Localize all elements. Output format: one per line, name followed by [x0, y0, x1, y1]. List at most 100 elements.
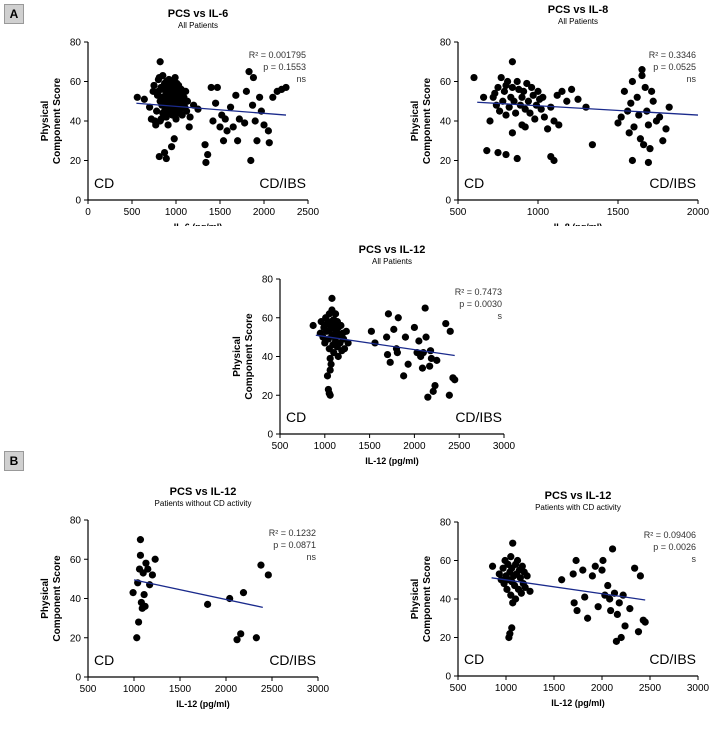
data-point: [269, 93, 277, 101]
data-point: [223, 127, 231, 135]
group-label-cd: CD: [94, 175, 114, 191]
x-tick-label: 2000: [687, 207, 710, 218]
group-label-cd: CD: [94, 652, 114, 668]
x-tick-label: 2000: [591, 683, 614, 694]
data-point: [494, 149, 502, 157]
data-point: [162, 154, 170, 163]
x-tick-label: 3000: [687, 683, 710, 694]
stat-text: R² = 0.001795: [249, 50, 306, 60]
data-point: [631, 564, 639, 572]
data-point: [635, 111, 643, 119]
data-point: [508, 129, 516, 137]
data-point: [133, 634, 141, 642]
x-axis-label: IL-8 (pg/ml): [554, 222, 603, 226]
data-point: [157, 115, 165, 123]
data-point: [140, 590, 148, 599]
x-tick-label: 2000: [215, 684, 238, 695]
group-label-cd: CD: [464, 651, 484, 667]
y-axis-label-line2: Component Score: [422, 556, 433, 643]
data-point: [172, 115, 180, 123]
y-tick-label: 20: [70, 633, 82, 644]
data-point: [503, 585, 511, 593]
chart-title: PCS vs IL-12: [170, 486, 237, 498]
data-point: [526, 109, 534, 117]
data-point: [334, 352, 342, 361]
data-point: [517, 589, 525, 597]
x-tick-label: 2500: [297, 207, 320, 218]
data-point: [170, 135, 178, 143]
data-point: [171, 73, 179, 82]
x-tick-label: 1000: [527, 207, 550, 218]
y-tick-label: 40: [262, 352, 274, 363]
x-tick-label: 1000: [495, 683, 518, 694]
y-tick-label: 60: [440, 556, 452, 567]
y-axis-label: PhysicalComponent Score: [410, 556, 433, 643]
data-point: [648, 87, 656, 95]
data-point: [607, 606, 615, 615]
data-point: [628, 156, 636, 165]
data-point: [141, 602, 149, 610]
data-point: [505, 633, 513, 642]
data-point: [183, 97, 192, 105]
data-point: [584, 614, 592, 622]
y-axis-label: PhysicalComponent Score: [40, 555, 63, 642]
data-point: [521, 583, 529, 592]
y-tick-label: 60: [70, 77, 82, 88]
data-point: [260, 121, 268, 129]
data-point: [643, 107, 651, 115]
data-point: [241, 119, 249, 127]
data-point: [608, 545, 617, 553]
data-point: [252, 634, 260, 642]
x-tick-label: 1000: [314, 441, 337, 452]
data-point: [242, 87, 250, 95]
data-point: [431, 381, 439, 390]
data-point: [390, 325, 398, 333]
data-point: [638, 71, 646, 80]
data-point: [429, 387, 437, 395]
data-point: [323, 372, 332, 380]
data-point: [488, 562, 497, 570]
x-axis-label: IL-12 (pg/ml): [176, 699, 230, 709]
data-point: [247, 156, 255, 165]
data-point: [400, 372, 408, 380]
data-point: [615, 599, 623, 607]
data-point: [499, 564, 507, 572]
y-axis-label: PhysicalComponent Score: [232, 313, 255, 400]
data-point: [521, 105, 529, 113]
group-label-cd-ibs: CD/IBS: [649, 651, 696, 667]
y-tick-label: 80: [440, 518, 452, 529]
data-point: [636, 135, 644, 143]
data-point: [426, 347, 435, 355]
y-tick-label: 40: [70, 117, 82, 128]
y-axis-label-line1: Physical: [40, 578, 51, 619]
x-tick-label: 500: [450, 683, 467, 694]
data-point: [480, 93, 488, 101]
y-tick-label: 20: [70, 156, 82, 167]
data-point: [233, 636, 241, 644]
data-point: [588, 141, 596, 149]
data-point: [207, 83, 215, 92]
data-point: [520, 87, 528, 95]
data-point: [524, 97, 532, 105]
data-point: [155, 152, 163, 161]
x-axis-label: IL-6 (pg/ml): [174, 222, 223, 226]
data-point: [573, 606, 581, 615]
regression-line: [133, 579, 263, 608]
stat-text: R² = 0.1232: [269, 528, 316, 538]
data-point: [209, 117, 217, 125]
data-point: [264, 127, 272, 135]
data-point: [659, 137, 667, 145]
chart-subtitle: Patients without CD activity: [155, 499, 252, 508]
data-point: [544, 125, 552, 133]
data-point: [626, 605, 634, 613]
data-point: [582, 103, 590, 111]
data-point: [572, 556, 580, 565]
data-point: [555, 121, 563, 129]
data-point: [646, 145, 654, 153]
data-point: [212, 99, 220, 107]
x-tick-label: 1500: [358, 441, 381, 452]
data-point: [422, 333, 430, 341]
data-point: [282, 83, 290, 92]
data-point: [326, 366, 334, 374]
